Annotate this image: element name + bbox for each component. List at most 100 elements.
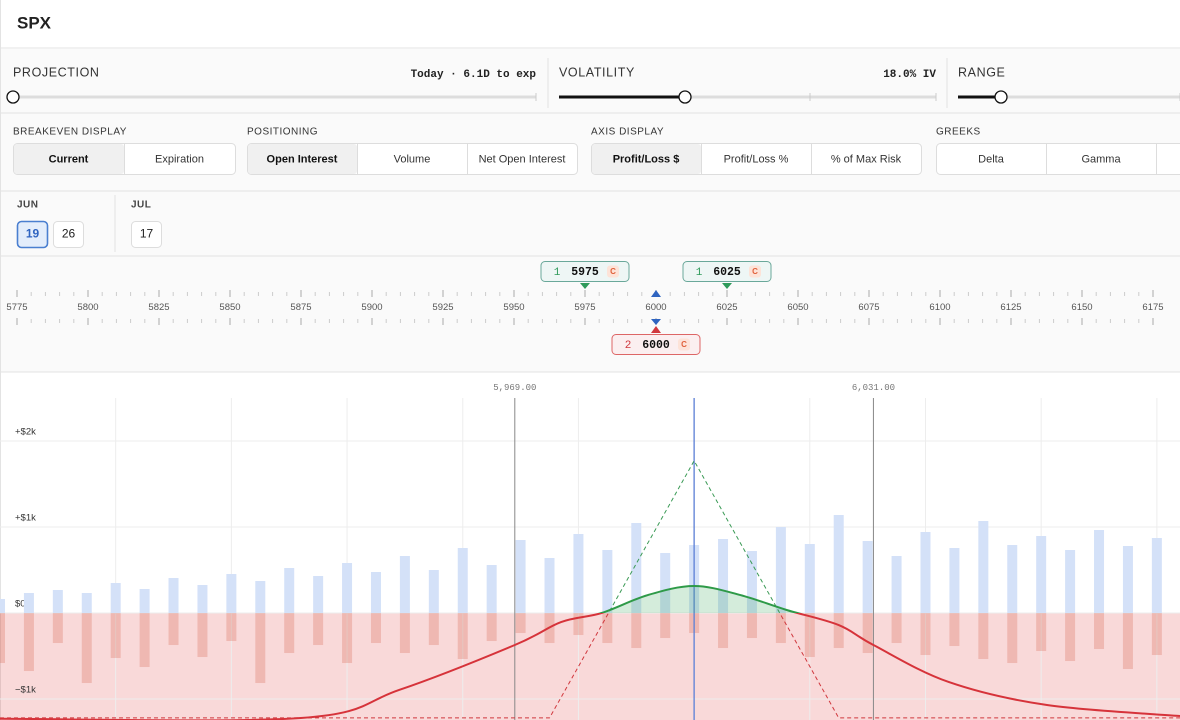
toggle-button[interactable]: Expiration — [155, 153, 204, 165]
toggle-button[interactable]: Gamma — [1081, 153, 1121, 165]
put-oi-bar — [804, 613, 815, 658]
call-oi-bar — [370, 572, 381, 614]
put-oi-bar — [631, 613, 642, 649]
call-oi-bar — [1122, 546, 1133, 614]
put-oi-bar — [573, 613, 584, 636]
put-oi-bar — [978, 613, 989, 660]
call-oi-bar — [428, 570, 439, 614]
put-oi-bar — [1094, 613, 1105, 650]
put-oi-bar — [718, 613, 729, 649]
call-oi-bar — [23, 593, 34, 614]
call-oi-bar — [110, 583, 121, 614]
put-oi-bar — [486, 613, 497, 642]
strike-label: 5800 — [77, 302, 98, 313]
call-oi-bar — [284, 568, 295, 614]
expiration-pl — [0, 613, 1180, 719]
leg-box[interactable] — [682, 261, 772, 282]
slider-value: 18.0% IV — [883, 69, 936, 81]
strike-label: 5775 — [6, 302, 27, 313]
leg-marker — [722, 283, 732, 289]
leg-marker — [651, 326, 661, 333]
call-oi-bar — [891, 556, 902, 614]
date-button[interactable] — [16, 220, 49, 249]
call-oi-bar — [833, 515, 844, 614]
toggle-button[interactable]: Profit/Loss % — [724, 153, 789, 165]
toggle-button[interactable]: % of Max Risk — [831, 153, 902, 165]
call-oi-bar — [139, 589, 150, 614]
call-oi-bar — [313, 576, 324, 614]
leg-strike: 5975 — [571, 266, 599, 279]
current-pl — [0, 613, 1180, 720]
date-button[interactable] — [53, 221, 84, 248]
strike-label: 5850 — [219, 302, 240, 313]
leg-box[interactable] — [611, 334, 701, 355]
put-oi-bar — [168, 613, 179, 646]
call-oi-bar — [573, 534, 584, 614]
put-oi-bar — [1065, 613, 1076, 662]
date-button[interactable] — [131, 221, 162, 248]
put-oi-bar — [949, 613, 960, 647]
toggle-button[interactable]: Open Interest — [267, 153, 338, 165]
toggle-button[interactable]: Profit/Loss $ — [613, 153, 680, 165]
strike-label: 5950 — [503, 302, 524, 313]
month-label: JUN — [17, 200, 39, 211]
call-oi-bar — [255, 581, 266, 614]
call-oi-bar — [660, 553, 671, 614]
call-oi-bar — [168, 578, 179, 614]
put-oi-bar — [370, 613, 381, 644]
slider-label: VOLATILITY — [559, 65, 635, 79]
spot-marker — [651, 319, 661, 325]
strike-label: 5975 — [574, 302, 595, 313]
button-active — [248, 144, 357, 174]
slider-label: PROJECTION — [13, 65, 100, 79]
spot-marker — [651, 290, 661, 297]
call-oi-bar — [775, 527, 786, 614]
leg-qty: 1 — [554, 267, 561, 279]
leg-strike: 6025 — [713, 266, 741, 279]
toggle-button[interactable]: Delta — [978, 153, 1005, 165]
call-oi-bar — [1036, 536, 1047, 614]
put-oi-bar — [52, 613, 63, 644]
put-oi-bar — [833, 613, 844, 649]
leg-type-badge — [607, 265, 619, 278]
put-oi-bar — [920, 613, 931, 656]
slider-knob[interactable] — [6, 90, 20, 104]
leg-box[interactable] — [540, 261, 630, 282]
strike-label: 6000 — [645, 302, 666, 313]
strike-label: 6150 — [1071, 302, 1092, 313]
leg-type: C — [681, 340, 687, 349]
call-oi-bar — [718, 539, 729, 614]
date-label: 26 — [62, 227, 76, 241]
controls-bg — [0, 49, 1180, 372]
leg-type-badge — [678, 338, 690, 351]
call-oi-bar — [486, 565, 497, 614]
toggle-button[interactable]: Current — [49, 153, 89, 165]
group-label: BREAKEVEN DISPLAY — [13, 127, 127, 138]
call-oi-bar — [978, 521, 989, 614]
slider-knob[interactable] — [994, 90, 1008, 104]
call-oi-bar — [631, 523, 642, 614]
strike-label: 6050 — [787, 302, 808, 313]
put-oi-bar — [342, 613, 353, 664]
leg-type: C — [752, 267, 758, 276]
strike-label: 6025 — [716, 302, 737, 313]
put-oi-bar — [891, 613, 902, 644]
button-active — [592, 144, 701, 174]
y-tick-label: +$1k — [15, 513, 36, 524]
slider-knob[interactable] — [678, 90, 692, 104]
put-oi-bar — [110, 613, 121, 659]
call-oi-bar — [746, 551, 757, 614]
put-oi-bar — [660, 613, 671, 639]
put-oi-bar — [428, 613, 439, 646]
date-label: 19 — [26, 227, 40, 241]
toggle-button[interactable]: Volume — [394, 153, 431, 165]
put-oi-bar — [862, 613, 873, 654]
put-oi-bar — [23, 613, 34, 672]
strike-label: 5825 — [148, 302, 169, 313]
leg-marker — [580, 283, 590, 289]
slider-value: Today · 6.1D to exp — [411, 69, 537, 81]
toggle-button[interactable]: Net Open Interest — [479, 153, 566, 165]
put-oi-bar — [139, 613, 150, 668]
strike-label: 5900 — [361, 302, 382, 313]
